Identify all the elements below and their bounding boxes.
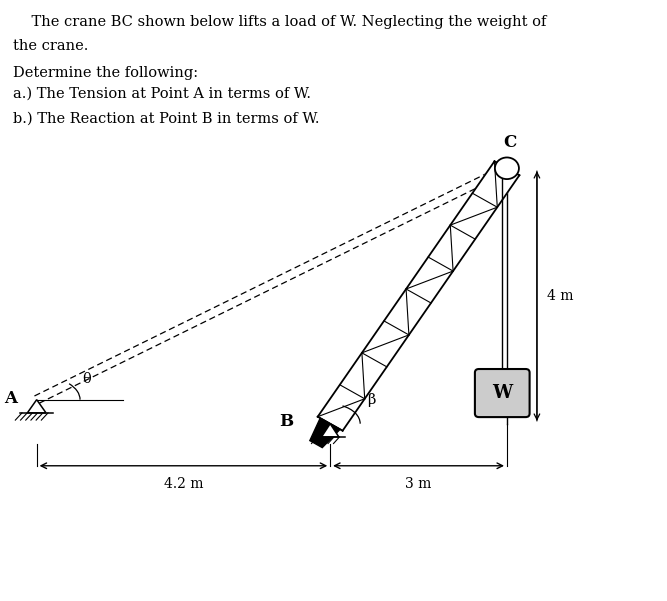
Text: Determine the following:: Determine the following: [13,66,199,80]
Text: B: B [279,413,293,430]
Text: a.) The Tension at Point A in terms of W.: a.) The Tension at Point A in terms of W… [13,87,311,101]
Text: 3 m: 3 m [406,477,432,490]
Text: W: W [492,384,512,402]
Text: the crane.: the crane. [13,39,89,53]
Text: 4 m: 4 m [547,289,574,303]
Polygon shape [310,418,340,448]
Text: 4.2 m: 4.2 m [163,477,203,490]
Text: The crane BC shown below lifts a load of W. Neglecting the weight of: The crane BC shown below lifts a load of… [13,15,547,29]
Polygon shape [317,161,520,431]
Circle shape [495,157,519,179]
Text: C: C [504,135,517,151]
Text: β: β [368,393,376,407]
Polygon shape [321,424,339,437]
Polygon shape [27,400,46,413]
FancyBboxPatch shape [475,369,530,417]
Text: A: A [4,390,17,407]
Text: b.) The Reaction at Point B in terms of W.: b.) The Reaction at Point B in terms of … [13,111,320,125]
Text: θ: θ [82,373,91,386]
